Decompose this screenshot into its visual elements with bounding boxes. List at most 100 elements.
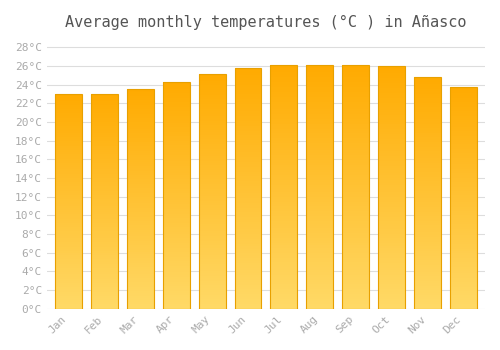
Bar — [91, 118, 118, 120]
Bar — [306, 184, 334, 187]
Bar — [162, 86, 190, 89]
Bar — [198, 273, 226, 276]
Bar — [342, 131, 369, 133]
Bar — [198, 132, 226, 135]
Bar — [342, 163, 369, 165]
Bar — [234, 167, 262, 169]
Bar — [414, 225, 441, 228]
Bar — [198, 170, 226, 172]
Bar — [55, 304, 82, 307]
Bar — [378, 168, 405, 170]
Bar — [270, 68, 297, 70]
Bar — [414, 165, 441, 168]
Bar — [450, 191, 477, 193]
Bar — [342, 124, 369, 126]
Bar — [270, 265, 297, 267]
Bar — [127, 276, 154, 278]
Bar — [342, 292, 369, 294]
Bar — [378, 195, 405, 197]
Bar — [91, 156, 118, 159]
Bar — [198, 109, 226, 111]
Bar — [414, 267, 441, 270]
Bar — [270, 160, 297, 163]
Bar — [270, 304, 297, 306]
Bar — [378, 127, 405, 129]
Bar — [162, 148, 190, 150]
Bar — [306, 158, 334, 160]
Bar — [127, 267, 154, 269]
Bar — [127, 122, 154, 125]
Bar — [450, 256, 477, 258]
Bar — [198, 194, 226, 196]
Bar — [127, 247, 154, 250]
Bar — [450, 87, 477, 89]
Bar — [234, 92, 262, 94]
Bar — [306, 228, 334, 231]
Bar — [306, 287, 334, 289]
Bar — [55, 202, 82, 204]
Bar — [342, 209, 369, 211]
Bar — [342, 285, 369, 287]
Bar — [127, 296, 154, 298]
Bar — [162, 270, 190, 272]
Bar — [414, 293, 441, 295]
Bar — [234, 145, 262, 147]
Bar — [306, 90, 334, 92]
Bar — [342, 150, 369, 153]
Bar — [306, 143, 334, 146]
Bar — [162, 100, 190, 103]
Bar — [162, 300, 190, 302]
Bar — [342, 65, 369, 309]
Bar — [270, 209, 297, 211]
Bar — [450, 253, 477, 255]
Bar — [91, 255, 118, 257]
Bar — [127, 125, 154, 127]
Bar — [306, 250, 334, 253]
Bar — [198, 130, 226, 132]
Bar — [342, 301, 369, 304]
Bar — [91, 281, 118, 283]
Bar — [198, 306, 226, 309]
Bar — [55, 238, 82, 240]
Bar — [414, 131, 441, 133]
Bar — [127, 133, 154, 135]
Bar — [127, 164, 154, 166]
Bar — [162, 247, 190, 250]
Bar — [198, 271, 226, 273]
Bar — [450, 113, 477, 116]
Bar — [270, 275, 297, 277]
Bar — [270, 148, 297, 150]
Bar — [55, 242, 82, 244]
Bar — [162, 186, 190, 189]
Bar — [91, 304, 118, 307]
Bar — [127, 293, 154, 296]
Bar — [162, 245, 190, 247]
Bar — [414, 302, 441, 304]
Bar — [270, 184, 297, 187]
Bar — [306, 65, 334, 309]
Bar — [450, 118, 477, 120]
Bar — [127, 138, 154, 140]
Bar — [414, 100, 441, 103]
Bar — [91, 148, 118, 150]
Bar — [127, 236, 154, 239]
Bar — [378, 151, 405, 153]
Bar — [127, 280, 154, 282]
Bar — [91, 187, 118, 189]
Bar — [55, 276, 82, 279]
Bar — [306, 224, 334, 226]
Bar — [198, 243, 226, 245]
Bar — [450, 167, 477, 169]
Bar — [450, 120, 477, 122]
Bar — [306, 275, 334, 277]
Bar — [198, 304, 226, 306]
Bar — [55, 100, 82, 103]
Bar — [127, 195, 154, 197]
Bar — [162, 98, 190, 100]
Bar — [450, 220, 477, 222]
Bar — [306, 299, 334, 301]
Bar — [198, 135, 226, 137]
Bar — [378, 287, 405, 289]
Bar — [342, 138, 369, 141]
Bar — [414, 86, 441, 89]
